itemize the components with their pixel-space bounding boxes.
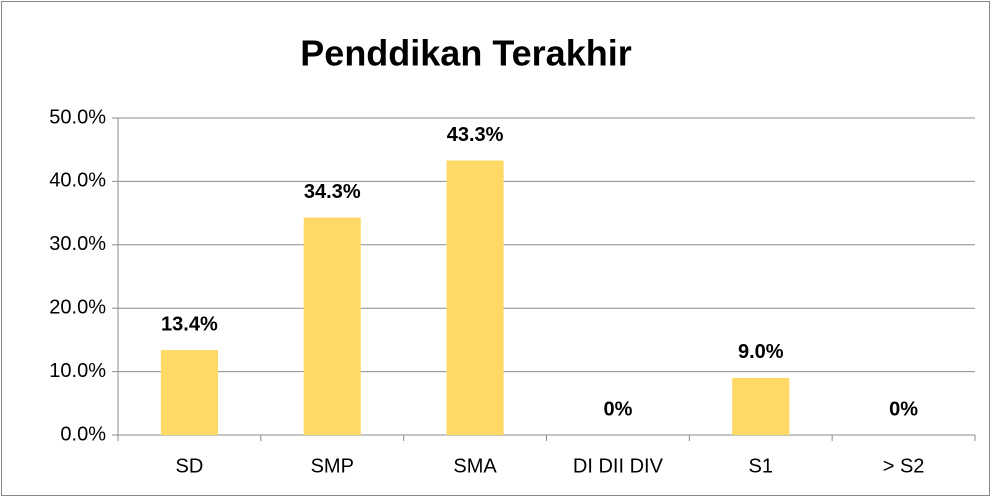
data-label: 0% bbox=[889, 398, 918, 420]
data-label: 43.3% bbox=[447, 124, 504, 146]
bar bbox=[303, 217, 361, 435]
y-tick-label: 10.0% bbox=[49, 360, 106, 382]
data-label: 34.3% bbox=[304, 181, 361, 203]
data-label: 0% bbox=[603, 398, 632, 420]
y-tick-label: 40.0% bbox=[49, 170, 106, 192]
data-label: 9.0% bbox=[738, 341, 784, 363]
bar bbox=[160, 350, 218, 435]
y-tick-label: 50.0% bbox=[49, 106, 106, 128]
bar bbox=[446, 160, 504, 435]
y-tick-label: 0.0% bbox=[60, 423, 106, 445]
x-tick-label: > S2 bbox=[883, 455, 925, 477]
y-tick-label: 30.0% bbox=[49, 233, 106, 255]
chart-title: Penddikan Terakhir bbox=[300, 33, 631, 74]
data-label: 13.4% bbox=[161, 313, 218, 335]
x-tick-label: SD bbox=[176, 455, 204, 477]
bar bbox=[732, 377, 790, 435]
x-tick-label: SMA bbox=[453, 455, 497, 477]
x-tick-label: DI DII DIV bbox=[573, 455, 664, 477]
y-tick-label: 20.0% bbox=[49, 296, 106, 318]
x-tick-label: S1 bbox=[749, 455, 773, 477]
x-tick-label: SMP bbox=[311, 455, 354, 477]
